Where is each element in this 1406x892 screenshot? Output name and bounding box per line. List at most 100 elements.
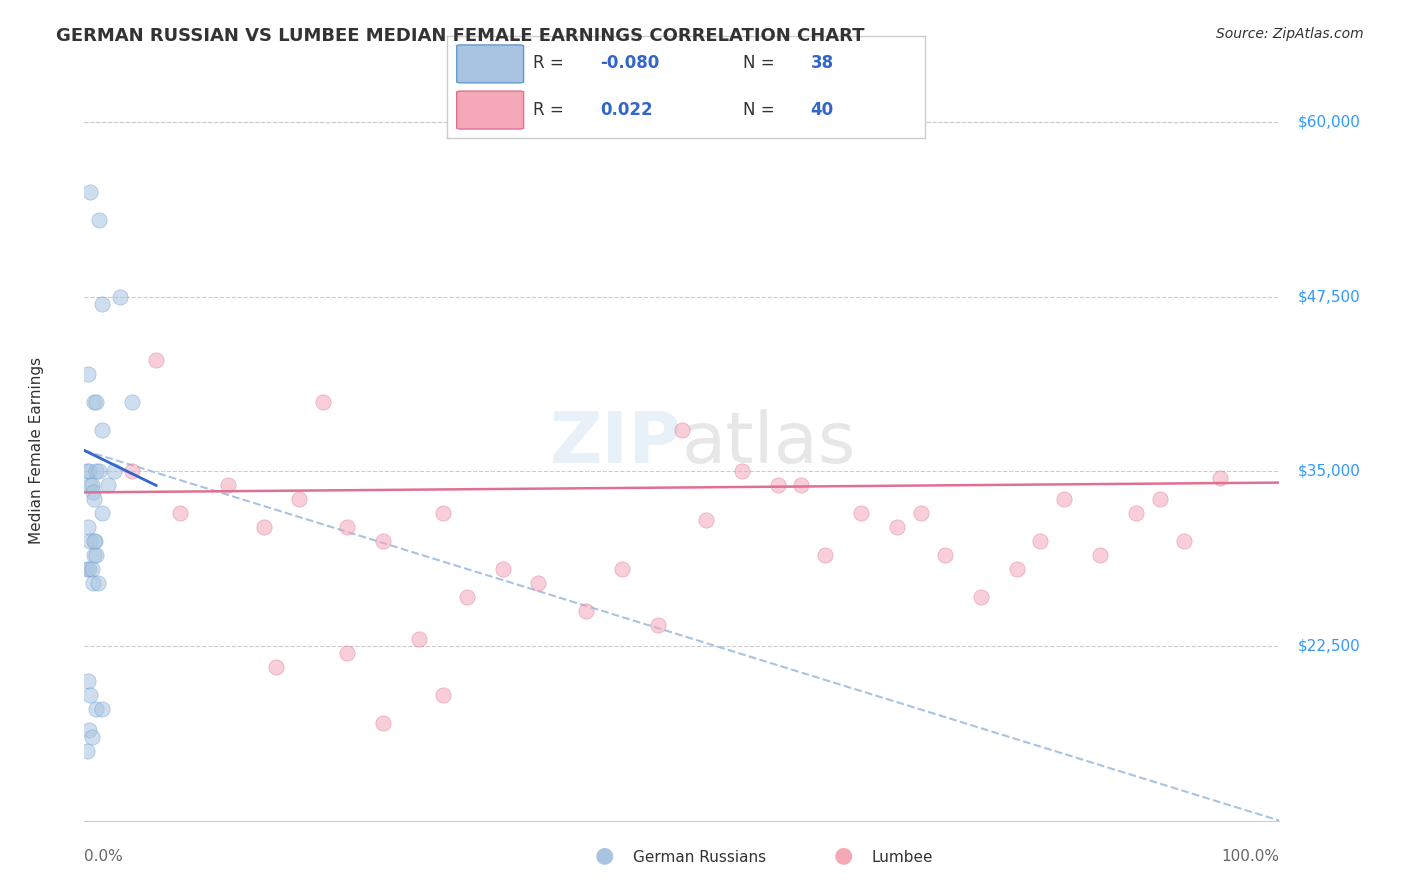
Text: -0.080: -0.080 [600,54,659,72]
Point [80,478,103,492]
Point [432,506,454,520]
Text: ●: ● [595,846,614,865]
Text: 38: 38 [810,54,834,72]
Text: $22,500: $22,500 [1298,639,1360,654]
Point [121,464,143,478]
Point [77,464,100,478]
Point [121,394,143,409]
Point [76,464,98,478]
Point [83,394,105,409]
Text: $60,000: $60,000 [1298,115,1360,129]
Point [253,520,276,534]
Point [373,715,395,730]
Point [83,534,105,549]
Point [91,297,114,311]
Point [1029,534,1052,549]
Point [83,548,105,562]
Point [80,562,103,576]
Point [103,464,125,478]
Text: 40: 40 [810,101,834,119]
Point [408,632,430,646]
Point [77,367,100,381]
Point [312,394,335,409]
FancyBboxPatch shape [457,91,523,129]
Point [373,534,395,549]
Text: GERMAN RUSSIAN VS LUMBEE MEDIAN FEMALE EARNINGS CORRELATION CHART: GERMAN RUSSIAN VS LUMBEE MEDIAN FEMALE E… [56,27,865,45]
Text: Lumbee: Lumbee [872,850,934,865]
Point [766,478,789,492]
Point [83,492,105,507]
Point [91,423,114,437]
Point [87,464,110,478]
Point [86,394,108,409]
Point [695,513,717,527]
Point [886,520,908,534]
Point [456,590,478,604]
Point [612,562,634,576]
Point [1173,534,1195,549]
Point [1209,471,1232,485]
Point [77,723,100,737]
Point [86,548,108,562]
Text: 0.022: 0.022 [600,101,652,119]
Point [79,478,101,492]
Point [79,688,101,702]
Point [1125,506,1147,520]
Text: Source: ZipAtlas.com: Source: ZipAtlas.com [1216,27,1364,41]
FancyBboxPatch shape [457,45,523,83]
Point [910,506,932,520]
Point [82,576,104,591]
Text: 0.0%: 0.0% [84,848,124,863]
Point [91,702,114,716]
Text: $35,000: $35,000 [1298,464,1360,479]
Point [814,548,837,562]
Point [264,660,287,674]
Point [80,730,103,744]
Point [86,464,108,478]
Text: R =: R = [533,101,569,119]
Point [934,548,956,562]
Point [84,534,107,549]
Point [288,492,311,507]
Text: German Russians: German Russians [633,850,766,865]
Point [647,618,669,632]
Point [217,478,239,492]
Text: ●: ● [834,846,853,865]
Point [76,562,98,576]
Point [336,646,359,660]
Text: N =: N = [744,54,780,72]
Point [336,520,359,534]
Point [91,506,114,520]
Text: $47,500: $47,500 [1298,289,1360,304]
Point [145,352,167,367]
Point [575,604,598,618]
Point [82,485,104,500]
Point [1053,492,1076,507]
Point [77,673,100,688]
Point [527,576,550,591]
Point [86,702,108,716]
Point [731,464,754,478]
Point [77,520,100,534]
Point [1149,492,1171,507]
Point [432,688,454,702]
Point [169,506,191,520]
Point [97,478,120,492]
Point [1005,562,1028,576]
Point [86,576,108,591]
Text: Median Female Earnings: Median Female Earnings [30,357,44,544]
Text: R =: R = [533,54,569,72]
Point [851,506,873,520]
Point [110,290,132,304]
Point [492,562,515,576]
Point [87,213,110,227]
Point [970,590,993,604]
Point [671,423,693,437]
Point [76,744,98,758]
Text: N =: N = [744,101,780,119]
Point [790,478,813,492]
Point [77,562,100,576]
Point [1090,548,1112,562]
Text: 100.0%: 100.0% [1222,848,1279,863]
Text: atlas: atlas [682,409,856,478]
